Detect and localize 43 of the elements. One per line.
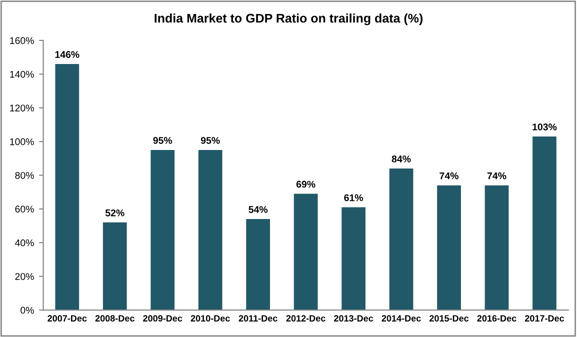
data-label: 74% xyxy=(487,172,506,180)
x-tick-label: 2013-Dec xyxy=(334,315,374,322)
data-label: 61% xyxy=(344,194,364,202)
bar xyxy=(484,185,509,310)
x-tick-label: 2009-Dec xyxy=(143,315,182,322)
y-tick-label: 20% xyxy=(15,273,34,280)
y-tick-label: 120% xyxy=(10,104,34,112)
data-label: 95% xyxy=(200,136,220,144)
bar xyxy=(342,207,366,310)
data-label: 69% xyxy=(296,180,316,188)
data-label: 74% xyxy=(440,172,458,180)
x-tick-label: 2017-Dec xyxy=(524,315,564,322)
bar xyxy=(150,150,175,310)
bar xyxy=(437,185,461,310)
y-tick-label: 0% xyxy=(20,306,34,314)
x-tick-label: 2007-Dec xyxy=(48,315,87,322)
x-tick-label: 2012-Dec xyxy=(286,315,326,322)
bar xyxy=(102,222,127,310)
bar xyxy=(389,168,414,310)
y-tick-label: 60% xyxy=(15,206,34,213)
bar xyxy=(55,64,80,310)
x-tick-label: 2010-Dec xyxy=(190,315,230,322)
bar xyxy=(294,194,318,310)
data-label: 146% xyxy=(55,51,80,58)
x-tick-label: 2011-Dec xyxy=(238,315,278,322)
x-tick-label: 2016-Dec xyxy=(477,315,516,322)
bar xyxy=(246,219,270,310)
y-tick-label: 40% xyxy=(15,239,34,246)
chart-title: India Market to GDP Ratio on trailing data (%) xyxy=(154,13,423,26)
x-tick-label: 2014-Dec xyxy=(382,315,421,322)
y-tick-label: 100% xyxy=(10,138,34,146)
data-label: 54% xyxy=(248,206,268,213)
data-label: 95% xyxy=(153,136,172,144)
x-tick-label: 2008-Dec xyxy=(95,315,134,322)
x-tick-label: 2015-Dec xyxy=(430,315,469,322)
data-label: 84% xyxy=(392,156,411,162)
bar xyxy=(198,150,222,310)
data-label: 52% xyxy=(105,209,124,216)
data-label: 103% xyxy=(532,124,557,130)
y-tick-label: 80% xyxy=(15,172,34,179)
bar xyxy=(532,136,556,310)
y-tick-label: 140% xyxy=(10,70,34,78)
y-tick-label: 160% xyxy=(10,37,34,44)
